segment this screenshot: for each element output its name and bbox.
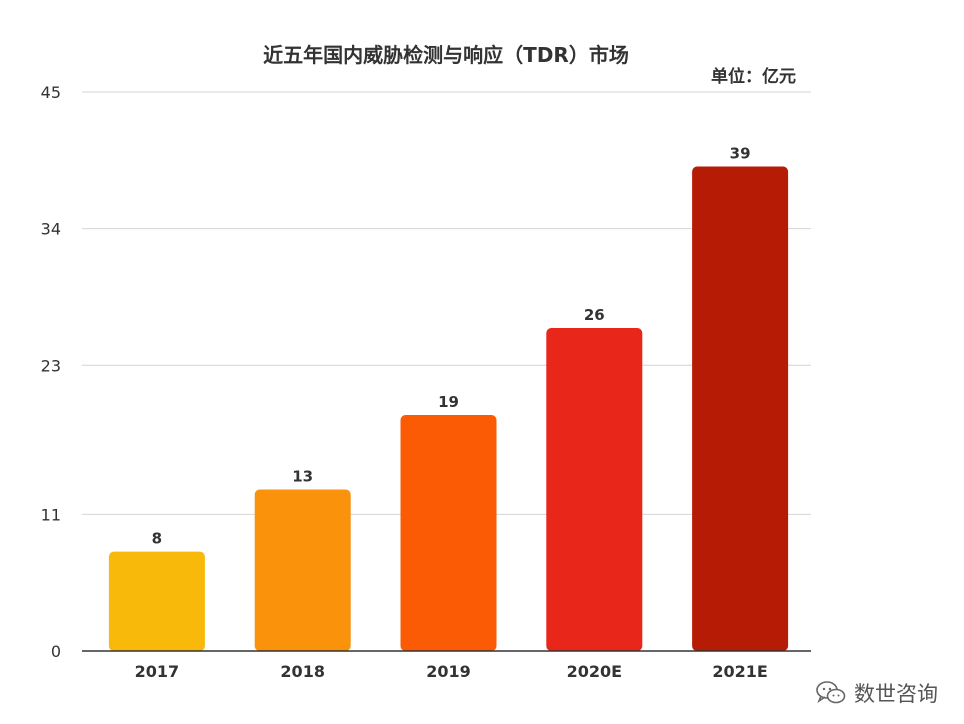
x-tick-label: 2018 bbox=[280, 662, 325, 681]
data-label: 19 bbox=[438, 393, 459, 411]
y-tick-label: 23 bbox=[41, 356, 61, 375]
x-axis-ticks: 2017 2018 2019 2020E 2021E bbox=[135, 662, 768, 681]
bar-2018 bbox=[254, 489, 351, 651]
x-tick-label: 2020E bbox=[567, 662, 622, 681]
bar-2021E bbox=[692, 166, 789, 652]
data-label: 26 bbox=[584, 306, 605, 324]
y-tick-label: 45 bbox=[41, 83, 61, 102]
y-tick-label: 34 bbox=[41, 220, 61, 239]
x-tick-label: 2019 bbox=[426, 662, 471, 681]
data-label: 39 bbox=[730, 145, 751, 163]
watermark-text: 数世咨询 bbox=[854, 682, 938, 706]
chart-title: 近五年国内威胁检测与响应（TDR）市场 bbox=[263, 43, 629, 67]
x-tick-label: 2021E bbox=[712, 662, 767, 681]
data-label: 8 bbox=[152, 530, 162, 548]
data-label: 13 bbox=[292, 468, 313, 486]
watermark: 数世咨询 bbox=[816, 678, 938, 708]
bar-2017 bbox=[108, 551, 205, 651]
unit-label: 单位：亿元 bbox=[711, 66, 796, 87]
x-tick-label: 2017 bbox=[135, 662, 180, 681]
y-tick-label: 0 bbox=[51, 642, 61, 661]
bar-2019 bbox=[400, 414, 497, 651]
data-labels: 8 13 19 26 39 bbox=[152, 145, 751, 548]
y-axis-ticks: 0 11 23 34 45 bbox=[41, 83, 61, 661]
bars bbox=[108, 166, 789, 652]
y-tick-label: 11 bbox=[41, 505, 61, 524]
wechat-icon bbox=[816, 680, 846, 706]
bar-2020E bbox=[546, 328, 643, 651]
